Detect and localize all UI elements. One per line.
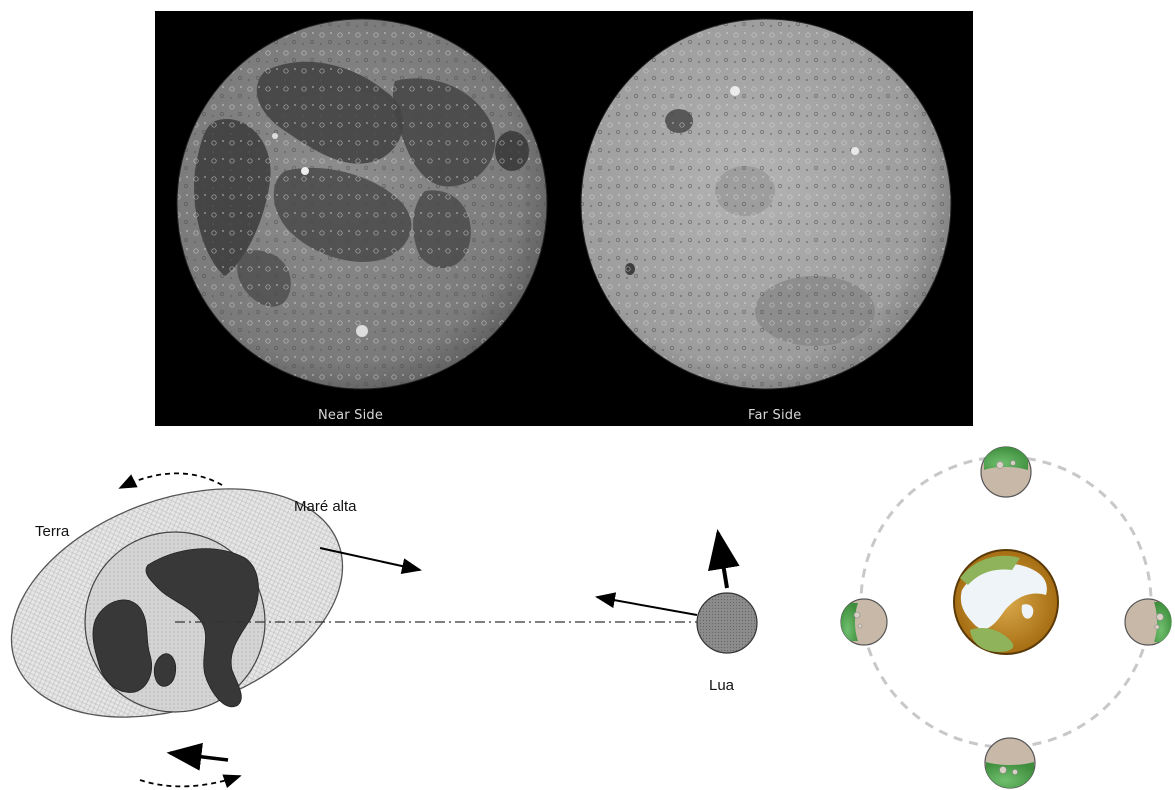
near-side-caption: Near Side [318,408,384,423]
moon-far-side [580,18,952,390]
moon-body [696,592,758,654]
bottom-rotation-arrow [139,774,242,789]
moon-tangential-arrow [708,529,740,589]
top-rotation-arrow [118,472,223,489]
moon-near-side [176,18,548,390]
orbit-diagram [840,446,1172,789]
moon-photo [176,18,952,390]
moon-label: Lua [709,677,735,694]
tide-arrow [319,547,422,574]
tidal-diagram-drawing [10,446,1172,789]
earth-continents [92,548,259,708]
orbit-moon-top [980,446,1032,498]
far-side-caption: Far Side [748,408,802,423]
orbit-earth [953,549,1059,655]
orbit-moon-bottom [984,737,1036,789]
orbit-moon-left [840,598,888,646]
earth-label: Terra [35,523,70,540]
high-tide-label: Maré alta [294,498,357,515]
moon-photo-panel: Near Side Far Side [155,11,973,426]
tidal-diagram: Terra Maré alta Lua [0,430,1175,790]
bottom-force-arrow [166,742,229,771]
moon-pull-arrow [595,592,698,616]
orbit-moon-right [1124,598,1172,646]
